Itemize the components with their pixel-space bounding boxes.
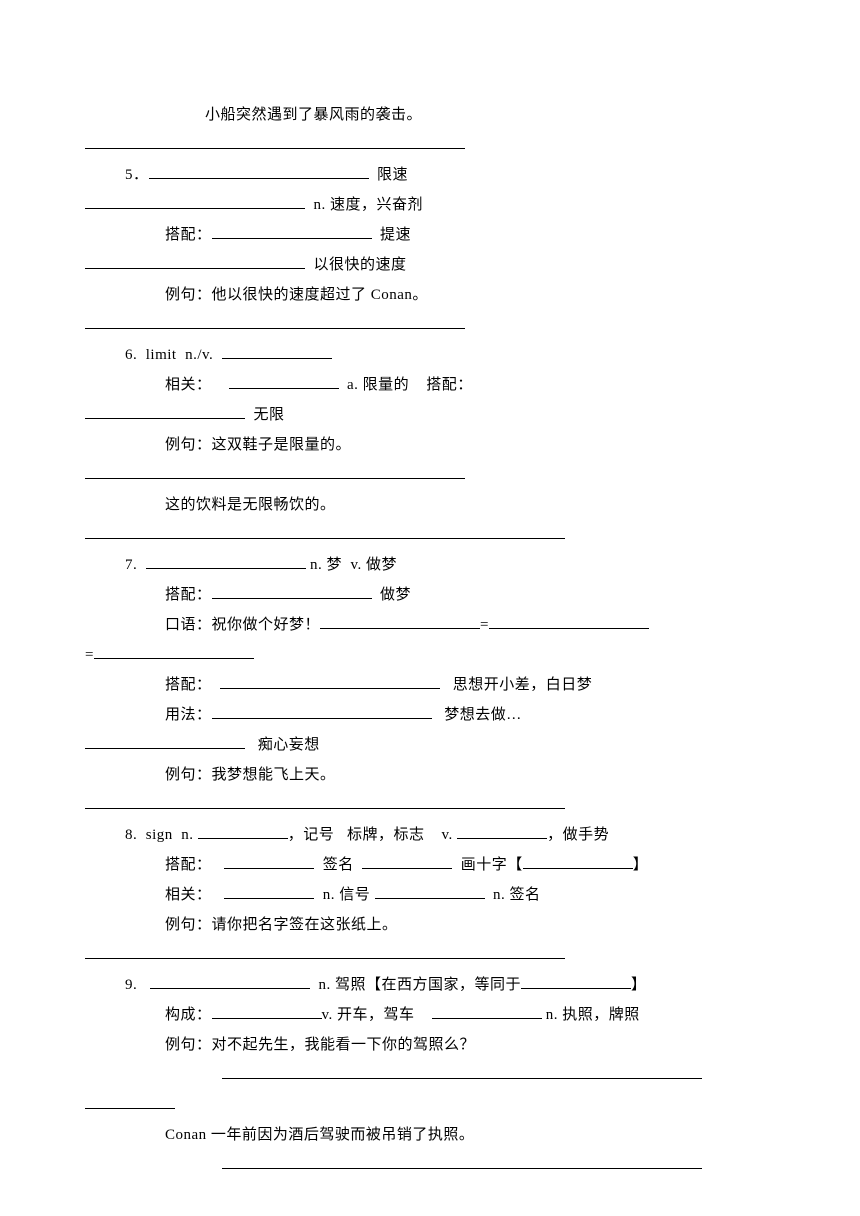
item7-line5: 用法： 梦想去做… <box>85 700 775 730</box>
blank-line <box>85 1060 775 1090</box>
item8-example: 例句：请你把名字签在这张纸上。 <box>85 910 775 940</box>
item9-line2: 构成：v. 开车，驾车 n. 执照，牌照 <box>85 1000 775 1030</box>
item7-line6: 痴心妄想 <box>85 730 775 760</box>
item7-line4: 搭配： 思想开小差，白日梦 <box>85 670 775 700</box>
intro-sentence: 小船突然遇到了暴风雨的袭击。 <box>85 100 775 130</box>
item7-line1: 7. n. 梦 v. 做梦 <box>85 550 775 580</box>
item7-example: 例句：我梦想能飞上天。 <box>85 760 775 790</box>
item6-line2: 相关： a. 限量的 搭配： <box>85 370 775 400</box>
item5-example: 例句：他以很快的速度超过了 Conan。 <box>85 280 775 310</box>
item7-line3: 口语：祝你做个好梦！= <box>85 610 775 640</box>
item7-line2: 搭配： 做梦 <box>85 580 775 610</box>
blank-line <box>85 130 775 160</box>
blank-line <box>85 520 775 550</box>
item9-line1: 9. n. 驾照【在西方国家，等同于】 <box>85 970 775 1000</box>
blank-line <box>85 940 775 970</box>
item6-line3: 无限 <box>85 400 775 430</box>
blank-line-short <box>85 1090 775 1120</box>
item9-example2: Conan 一年前因为酒后驾驶而被吊销了执照。 <box>85 1120 775 1150</box>
item8-line3: 相关： n. 信号 n. 签名 <box>85 880 775 910</box>
item8-line1: 8. sign n. ，记号 标牌，标志 v. ，做手势 <box>85 820 775 850</box>
item8-line2: 搭配： 签名 画十字【】 <box>85 850 775 880</box>
item9-example1: 例句：对不起先生，我能看一下你的驾照么？ <box>85 1030 775 1060</box>
item5-line2: n. 速度，兴奋剂 <box>85 190 775 220</box>
blank-line <box>85 460 775 490</box>
item5-line4: 以很快的速度 <box>85 250 775 280</box>
item7-line3b: = <box>85 640 775 670</box>
blank-line <box>85 790 775 820</box>
item6-line1: 6. limit n./v. <box>85 340 775 370</box>
blank-line <box>85 310 775 340</box>
worksheet-content: 小船突然遇到了暴风雨的袭击。 5． 限速 n. 速度，兴奋剂 搭配： 提速 以很… <box>85 100 775 1180</box>
item6-example1: 例句：这双鞋子是限量的。 <box>85 430 775 460</box>
item5-line1: 5． 限速 <box>85 160 775 190</box>
item6-example2: 这的饮料是无限畅饮的。 <box>85 490 775 520</box>
blank-line <box>85 1150 775 1180</box>
item5-line3: 搭配： 提速 <box>85 220 775 250</box>
